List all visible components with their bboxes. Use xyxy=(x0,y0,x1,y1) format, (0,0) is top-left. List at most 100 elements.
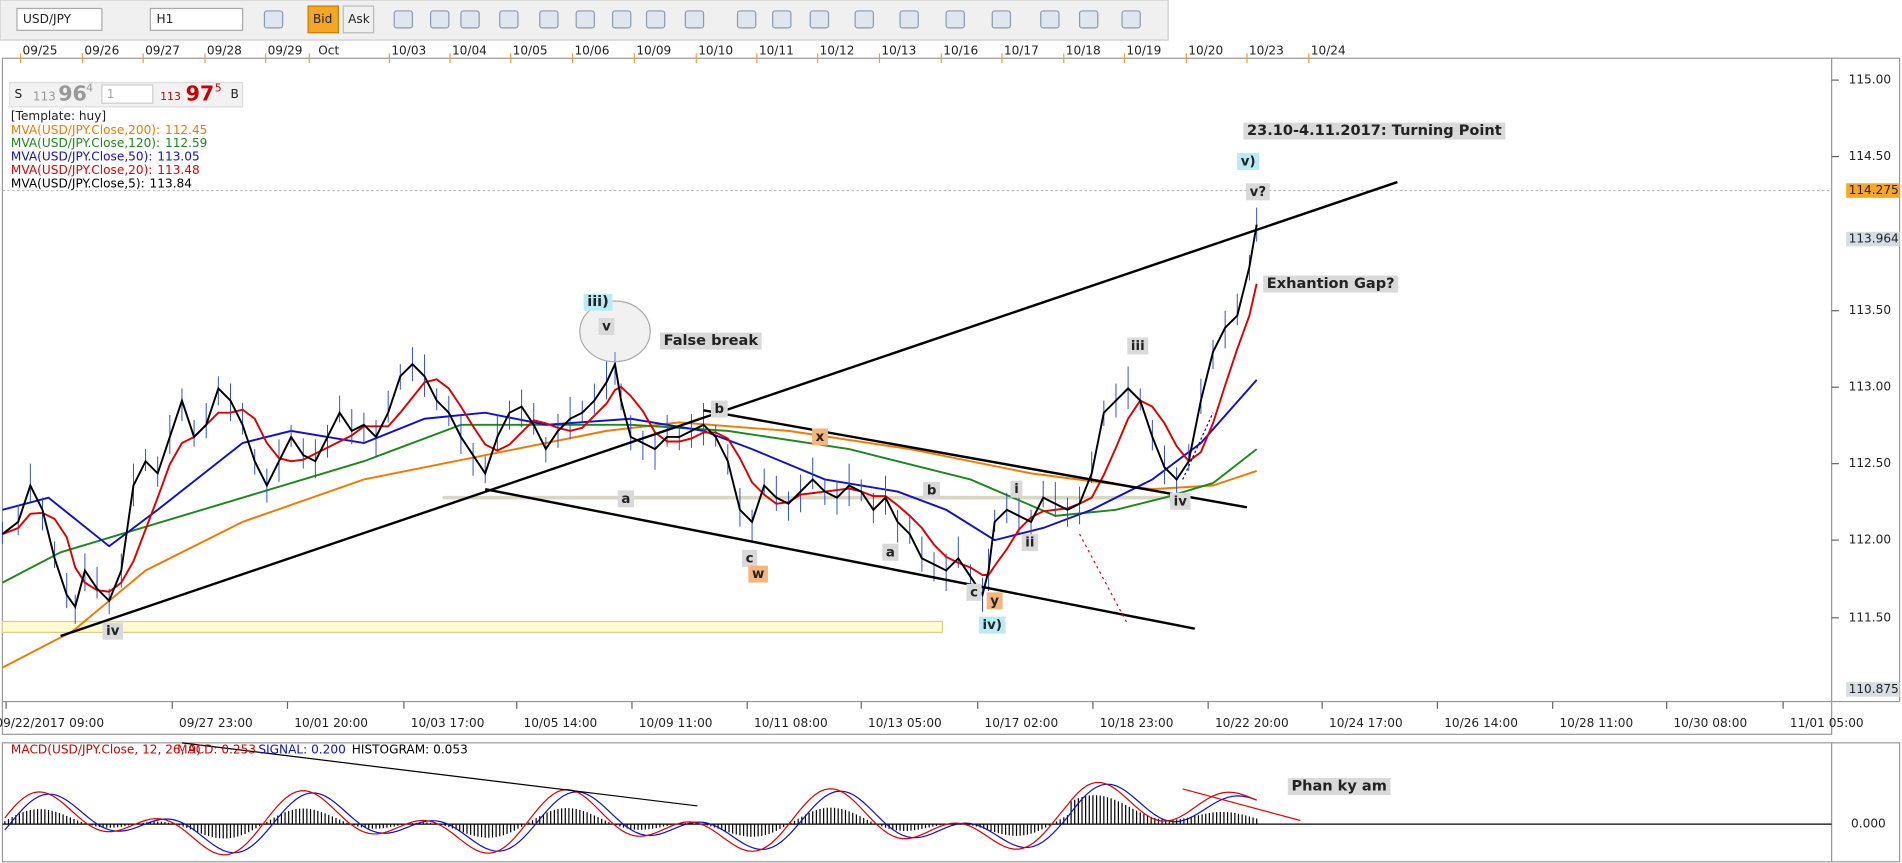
annotation-box xyxy=(742,549,758,567)
time-label: 10/13 05:00 xyxy=(868,716,942,730)
annotation-box xyxy=(1243,122,1506,140)
sell-small: 113 xyxy=(33,90,56,104)
top-date: 10/04 xyxy=(452,43,487,57)
time-axis xyxy=(1,700,1833,735)
top-date: 10/11 xyxy=(759,43,794,57)
indicator-value: 113.84 xyxy=(150,176,193,190)
annotation-box xyxy=(1263,275,1399,293)
time-label: 10/26 14:00 xyxy=(1444,716,1518,730)
price-label: 113.50 xyxy=(1849,303,1891,317)
annotation: iii) xyxy=(587,293,609,310)
macd-trendline xyxy=(181,742,698,807)
toolbar-icon[interactable] xyxy=(499,10,519,29)
toolbar-icon[interactable] xyxy=(430,10,450,29)
toolbar-icon[interactable] xyxy=(263,10,284,29)
toolbar-icon[interactable] xyxy=(1040,10,1060,29)
toolbar-icon[interactable] xyxy=(1121,10,1141,29)
timeframe-box[interactable] xyxy=(149,7,244,31)
annotation: y xyxy=(990,594,999,609)
time-label: 09/22/2017 09:00 xyxy=(0,716,104,730)
annotation: b xyxy=(715,402,725,417)
top-date: 10/06 xyxy=(574,43,609,57)
toolbar-icon[interactable] xyxy=(645,10,666,29)
annotation: False break xyxy=(664,332,759,349)
annotation: iv xyxy=(1174,494,1188,509)
toolbar-icon[interactable] xyxy=(772,10,792,29)
annotation: iii xyxy=(1131,339,1145,354)
annotation-box xyxy=(659,332,762,350)
annotation-box xyxy=(1127,337,1149,355)
annotation: 23.10-4.11.2017: Turning Point xyxy=(1247,122,1502,139)
symbol: USD/JPY xyxy=(23,12,72,26)
timeframe: H1 xyxy=(156,12,173,26)
annotation-box xyxy=(598,318,615,336)
indicator-legend: MVA(USD/JPY.Close,50): 113.05 xyxy=(11,149,200,163)
time-label: 10/03 17:00 xyxy=(411,716,485,730)
lot-input[interactable] xyxy=(101,84,154,104)
toolbar-icon[interactable] xyxy=(736,10,757,29)
toolbar-icon[interactable] xyxy=(991,10,1012,29)
annotation: b xyxy=(927,483,937,498)
annotation-box xyxy=(748,565,768,583)
template: [Template: huy] xyxy=(11,109,106,123)
buy-sup: 5 xyxy=(215,82,222,95)
price-marker-box xyxy=(1846,183,1900,198)
top-date-axis xyxy=(2,43,1832,59)
annotation: c xyxy=(970,585,978,600)
top-date: Oct xyxy=(318,43,339,57)
annotation: v? xyxy=(1250,185,1266,200)
top-date: 10/16 xyxy=(943,43,978,57)
annotation: Exhantion Gap? xyxy=(1267,275,1395,292)
time-label: 10/24 17:00 xyxy=(1329,716,1403,730)
trendline xyxy=(60,180,1398,638)
top-date: 10/20 xyxy=(1188,43,1223,57)
top-date: 10/12 xyxy=(820,43,855,57)
annotation: i xyxy=(1014,482,1019,497)
toolbar-icon[interactable] xyxy=(575,10,595,29)
ask-button[interactable] xyxy=(342,5,375,34)
time-label: 10/01 20:00 xyxy=(294,716,368,730)
toolbar-icon[interactable] xyxy=(393,10,414,29)
top-date: 09/27 xyxy=(145,43,180,57)
toolbar-icon[interactable] xyxy=(809,10,830,29)
symbol-box[interactable] xyxy=(16,7,103,31)
macd-legend: SIGNAL: 0.200 xyxy=(258,743,345,757)
toolbar-icon[interactable] xyxy=(854,10,874,29)
toolbar-icon[interactable] xyxy=(539,10,559,29)
top-date: 10/23 xyxy=(1249,43,1284,57)
price-marker-box xyxy=(1846,231,1900,247)
toolbar-icon[interactable] xyxy=(611,10,632,29)
top-date: 09/26 xyxy=(84,43,119,57)
toolbar-icon[interactable] xyxy=(460,10,480,29)
top-date: 10/09 xyxy=(636,43,671,57)
annotation-box xyxy=(1287,778,1391,796)
annotation-box xyxy=(966,583,982,601)
annotation-box xyxy=(710,400,728,418)
channel-lower xyxy=(484,487,1196,630)
price-marker: 114.275 xyxy=(1849,183,1899,197)
annotation: a xyxy=(621,492,630,507)
toolbar-icon[interactable] xyxy=(945,10,965,29)
macd-legend: HISTOGRAM: 0.053 xyxy=(352,743,468,757)
toolbar-icon[interactable] xyxy=(899,10,919,29)
annotation-box xyxy=(102,622,124,640)
annotation: a xyxy=(886,545,895,560)
annotation-box xyxy=(1010,480,1023,498)
time-label: 10/28 11:00 xyxy=(1559,716,1633,730)
channel-upper xyxy=(703,409,1248,509)
toolbar-icon[interactable] xyxy=(684,10,705,29)
macd-legend: MACD: 0.253 xyxy=(177,743,256,757)
lot: 1 xyxy=(107,87,115,101)
annotation-box xyxy=(1246,183,1270,201)
indicator-name: MVA(USD/JPY.Close,200): xyxy=(11,122,160,136)
annotation-box xyxy=(923,481,941,499)
price-label: 114.50 xyxy=(1849,149,1891,163)
macd-line xyxy=(4,781,1257,856)
macd-zero-label: 0.000 xyxy=(1851,817,1886,831)
annotation: ii xyxy=(1025,536,1034,551)
toolbar-icon[interactable] xyxy=(1078,10,1099,29)
annotation-box xyxy=(986,592,1003,610)
macd-panel xyxy=(1,742,1833,863)
bid-button[interactable] xyxy=(307,5,340,34)
sell-sup: 4 xyxy=(86,82,93,95)
